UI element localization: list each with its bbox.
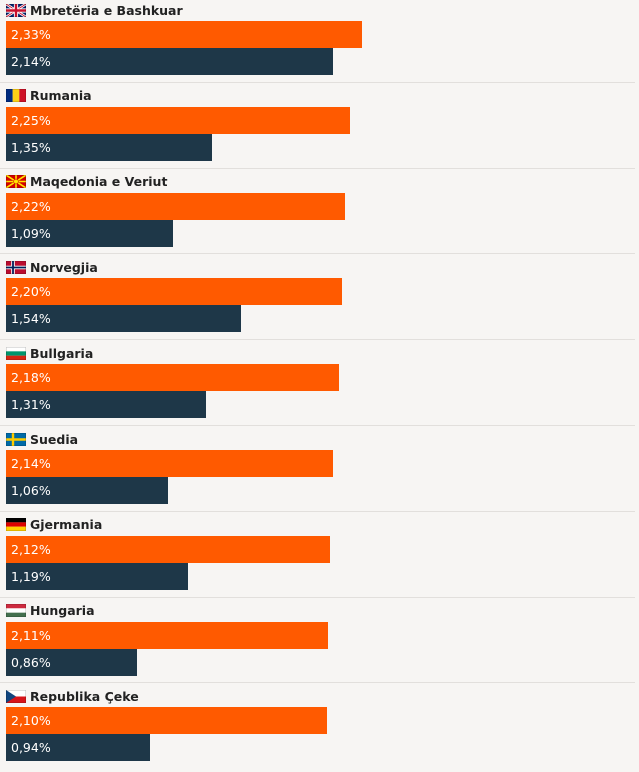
country-label-row: Maqedonia e Veriut	[6, 172, 167, 192]
uk-flag-icon	[6, 3, 26, 17]
sweden-flag-icon	[6, 432, 26, 446]
country-group: Rumania 2,25% 1,35%	[0, 81, 639, 172]
row-divider	[0, 339, 635, 341]
country-name: Rumania	[30, 88, 92, 104]
country-label-row: Suedia	[6, 429, 78, 449]
bar-series-2: 2,14%	[6, 48, 333, 75]
bar-value-label: 1,09%	[11, 225, 51, 241]
country-name: Norvegjia	[30, 259, 98, 275]
czechia-flag-icon	[6, 689, 26, 703]
bar-series-2: 1,54%	[6, 305, 242, 333]
country-group: Maqedonia e Veriut 2,22% 1,09%	[0, 167, 639, 258]
bar-series-1: 2,10%	[6, 707, 327, 735]
row-divider	[0, 596, 635, 598]
bar-series-1: 2,12%	[6, 535, 330, 563]
country-name: Bullgaria	[30, 345, 94, 361]
country-label-row: Republika Çeke	[6, 686, 139, 706]
country-name: Hungaria	[30, 603, 95, 619]
bar-value-label: 0,86%	[11, 654, 51, 670]
bar-series-1: 2,14%	[6, 450, 333, 477]
country-name: Mbretëria e Bashkuar	[30, 2, 183, 18]
country-name: Gjermania	[30, 517, 103, 533]
country-group: Norvegjia 2,20% 1,54%	[0, 253, 639, 343]
bar-series-2: 1,31%	[6, 391, 207, 419]
bar-series-1: 2,11%	[6, 621, 329, 649]
hungary-flag-icon	[6, 604, 26, 618]
bar-value-label: 1,31%	[11, 397, 51, 413]
bar-series-1: 2,20%	[6, 278, 343, 306]
country-name: Republika Çeke	[30, 688, 139, 704]
bar-value-label: 2,12%	[11, 541, 51, 557]
row-divider	[0, 425, 635, 426]
bar-value-label: 1,54%	[11, 311, 51, 327]
bulgaria-flag-icon	[6, 346, 26, 360]
country-name: Suedia	[30, 431, 79, 447]
row-divider	[0, 682, 635, 684]
bar-value-label: 2,25%	[11, 112, 51, 128]
bar-value-label: 1,06%	[11, 483, 51, 498]
bar-value-label: 1,19%	[11, 568, 51, 584]
country-label-row: Mbretëria e Bashkuar	[6, 0, 183, 20]
country-group: Bullgaria 2,18% 1,31%	[0, 339, 639, 429]
country-group: Republika Çeke 2,10% 0,94%	[0, 682, 639, 772]
country-label-row: Norvegjia	[6, 257, 98, 277]
country-group: Mbretëria e Bashkuar 2,33% 2,14%	[0, 0, 639, 86]
bar-value-label: 2,14%	[11, 456, 51, 471]
bar-series-2: 1,06%	[6, 477, 168, 504]
bar-series-1: 2,25%	[6, 106, 350, 134]
bar-value-label: 0,94%	[11, 740, 51, 756]
north-macedonia-flag-icon	[6, 175, 26, 189]
bar-series-2: 0,94%	[6, 734, 150, 762]
bar-series-1: 2,22%	[6, 192, 346, 220]
country-group: Gjermania 2,12% 1,19%	[0, 510, 639, 601]
bar-series-2: 1,19%	[6, 562, 188, 590]
country-name: Maqedonia e Veriut	[30, 174, 168, 190]
romania-flag-icon	[6, 89, 26, 103]
row-divider	[0, 167, 635, 169]
country-label-row: Hungaria	[6, 601, 95, 621]
row-divider	[0, 81, 635, 83]
country-group: Suedia 2,14% 1,06%	[0, 425, 639, 515]
norway-flag-icon	[6, 260, 26, 274]
row-divider	[0, 253, 635, 255]
country-group: Hungaria 2,11% 0,86%	[0, 596, 639, 687]
country-label-row: Rumania	[6, 86, 92, 106]
bar-series-2: 1,09%	[6, 219, 173, 247]
bar-value-label: 2,10%	[11, 713, 51, 729]
bar-value-label: 1,35%	[11, 139, 51, 155]
germany-flag-icon	[6, 518, 26, 532]
bar-value-label: 2,33%	[11, 27, 51, 42]
bar-series-1: 2,18%	[6, 364, 340, 392]
bar-series-2: 1,35%	[6, 133, 213, 161]
country-label-row: Gjermania	[6, 515, 102, 535]
bar-series-1: 2,33%	[6, 21, 362, 48]
bar-value-label: 2,11%	[11, 627, 51, 643]
row-divider	[0, 510, 635, 512]
bar-series-2: 0,86%	[6, 648, 138, 676]
bar-value-label: 2,20%	[11, 284, 51, 300]
bar-value-label: 2,14%	[11, 54, 51, 69]
country-label-row: Bullgaria	[6, 343, 93, 363]
bar-value-label: 2,18%	[11, 370, 51, 386]
bar-value-label: 2,22%	[11, 198, 51, 214]
